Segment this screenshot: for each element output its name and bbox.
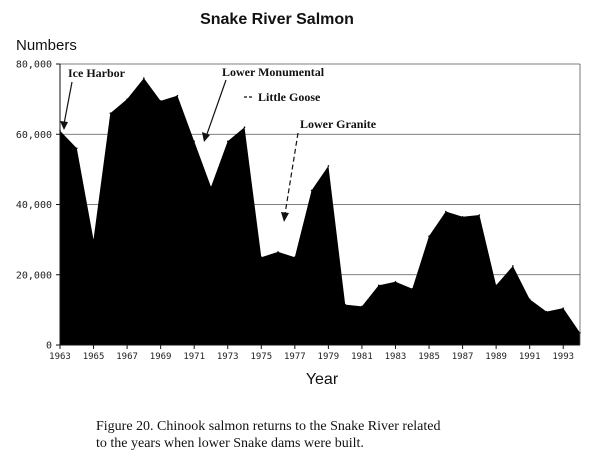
data-point-1973 <box>226 140 229 143</box>
data-point-1968 <box>143 77 145 79</box>
data-point-1965 <box>92 238 95 241</box>
data-point-1964 <box>75 147 78 150</box>
annotation-ice-harbor: Ice Harbor <box>68 66 126 80</box>
caption-line-2: to the years when lower Snake dams were … <box>96 436 364 451</box>
y-axis-label: Numbers <box>16 37 77 54</box>
y-tick-label-4: 80,000 <box>16 60 52 71</box>
x-tick-label-13: 1989 <box>485 352 507 362</box>
x-tick-label-3: 1969 <box>150 352 172 362</box>
x-tick-label-14: 1991 <box>519 352 541 362</box>
data-point-1993 <box>562 307 565 309</box>
data-point-1972 <box>210 186 212 188</box>
figure-caption: Figure 20. Chinook salmon returns to the… <box>96 418 566 452</box>
x-tick-label-7: 1977 <box>284 352 306 362</box>
arrowhead-lower-monumental-icon <box>202 132 210 142</box>
data-point-1969 <box>159 100 162 102</box>
data-point-1981 <box>361 305 363 308</box>
y-tick-label-1: 20,000 <box>16 270 52 281</box>
x-tick-label-11: 1985 <box>418 352 440 362</box>
data-point-1982 <box>377 284 380 287</box>
x-tick-label-6: 1975 <box>250 352 272 362</box>
data-point-1984 <box>411 288 414 290</box>
x-tick-label-9: 1981 <box>351 352 373 362</box>
annotation-lower-monumental: Lower Monumental <box>222 65 325 79</box>
y-tick-label-0: 0 <box>46 341 52 352</box>
arrowhead-ice-harbor-icon <box>60 121 68 130</box>
y-tick-label-2: 40,000 <box>16 200 52 211</box>
y-tick-label-3: 60,000 <box>16 130 52 141</box>
annotation-little-goose: Little Goose <box>258 90 321 104</box>
annotation-lower-granite: Lower Granite <box>300 117 377 131</box>
x-tick-label-15: 1993 <box>552 352 574 362</box>
x-tick-label-8: 1979 <box>318 352 340 362</box>
data-point-1980 <box>344 303 346 306</box>
chart-title: Snake River Salmon <box>200 11 354 28</box>
data-point-1979 <box>327 165 330 167</box>
data-point-1966 <box>109 112 112 114</box>
data-point-1989 <box>495 284 497 287</box>
plot-area <box>59 77 581 345</box>
data-point-1975 <box>260 256 263 258</box>
data-point-1971 <box>193 140 195 143</box>
arrow-lower-granite <box>284 132 299 215</box>
data-point-1967 <box>126 98 128 100</box>
data-point-1990 <box>512 265 514 267</box>
y-ticks: 0 20,000 40,000 60,000 80,000 <box>16 60 60 352</box>
arrow-ice-harbor <box>63 81 73 125</box>
x-tick-label-4: 1971 <box>183 352 205 362</box>
series-area <box>60 78 580 345</box>
data-point-1987 <box>461 215 464 218</box>
arrow-lower-monumental <box>206 79 227 135</box>
chart: Snake River Salmon Numbers Year 0 20,000 4… <box>16 11 581 388</box>
arrowhead-lower-granite-icon <box>281 212 289 222</box>
data-point-1992 <box>545 310 548 313</box>
data-point-1986 <box>445 210 447 213</box>
x-axis-label: Year <box>306 371 339 388</box>
dam-annotations: Ice Harbor Lower Monumental Little Goose… <box>60 65 377 222</box>
data-point-1991 <box>528 298 531 301</box>
data-point-1988 <box>478 214 481 216</box>
data-point-1976 <box>277 251 279 253</box>
data-point-1985 <box>428 235 430 237</box>
x-tick-label-5: 1973 <box>217 352 239 362</box>
x-tick-label-0: 1963 <box>49 352 71 362</box>
caption-line-1: Figure 20. Chinook salmon returns to the… <box>96 419 441 434</box>
data-point-1974 <box>243 126 246 129</box>
data-point-1983 <box>394 280 397 283</box>
x-tick-label-2: 1967 <box>116 352 138 362</box>
data-point-1978 <box>310 189 313 192</box>
x-ticks: 1963 1965 1967 1969 1971 1973 1975 1977 1979 1981… <box>49 345 574 362</box>
data-point-1977 <box>294 256 296 258</box>
x-tick-label-1: 1965 <box>83 352 105 362</box>
x-tick-label-10: 1983 <box>385 352 407 362</box>
x-tick-label-12: 1987 <box>452 352 474 362</box>
data-point-1970 <box>176 94 179 97</box>
